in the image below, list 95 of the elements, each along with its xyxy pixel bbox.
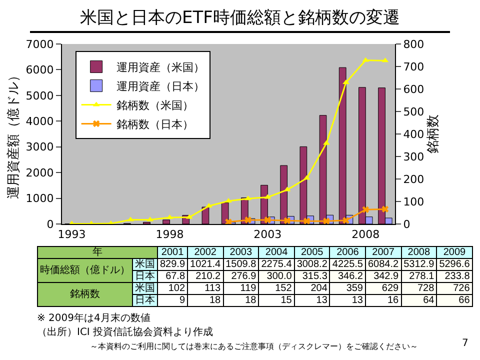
y-tick-label: 3000 [26,140,54,154]
x-tick-label: 2002 [188,246,224,258]
data-label: 9 [158,294,188,306]
data-label: 300.0 [258,270,294,282]
y-tick-label: 米国 [132,282,158,294]
legend-label: 運用資産（日本） [116,80,204,93]
data-label: 315.3 [294,270,330,282]
data-label: 204 [294,282,330,294]
y-tick-label: 米国 [132,258,158,270]
data-label: 16 [366,294,402,306]
y2-tick-label: 800 [403,38,424,51]
y-tick-label: 日本 [132,270,158,282]
text: 年 [38,246,158,258]
x-tick-label: 1998 [156,228,184,242]
x-tick-label: 2009 [436,246,472,258]
text: ～本資料のご利用に関しては巻末にあるご注意事項（ディスクレマー）をご確認ください～ [90,341,418,352]
point [362,206,370,213]
text: 銘柄数 [38,282,132,306]
text: （出所）ICI 投資信託協会資料より作成 [37,326,214,339]
data-label: 113 [188,282,224,294]
chart-title: 米国と日本のETF時価総額と銘柄数の変遷 [30,6,450,33]
data-label: 726 [436,282,472,294]
data-label: 119 [223,282,259,294]
x-tick-label: 2001 [158,246,188,258]
data-label: 5296.6 [436,258,472,270]
data-label: 4225.5 [330,258,366,270]
data-label: 2275.4 [258,258,294,270]
data-label: 346.2 [330,270,366,282]
x-tick-label: 2003 [254,228,282,242]
data-label: 15 [258,294,294,306]
point [342,79,350,84]
y2-tick-label: 0 [403,218,410,231]
x-tick-label: 2006 [330,246,366,258]
point [303,218,310,224]
point [264,216,272,224]
data-label: 13 [330,294,366,306]
text: 時価総額（億ドル） [38,258,132,282]
data-label: 102 [158,282,188,294]
data-label: 18 [223,294,259,306]
legend-label: 銘柄数（日本） [116,118,194,131]
x-tick-label: 2005 [294,246,330,258]
y2-tick-label: 200 [403,172,424,186]
data-label: 1509.8 [223,258,259,270]
y-tick-label: 7000 [26,38,54,51]
data-label: 18 [188,294,224,306]
data-label: 233.8 [436,270,472,282]
point [382,206,389,213]
y2-axis-title: 銘柄数 [426,114,441,154]
x-tick-label: 2008 [401,246,437,258]
point [244,216,252,224]
y-tick-label: 2000 [26,166,54,180]
point [284,217,291,224]
legend-label: 銘柄数（米国） [116,98,194,112]
data-label: 629 [366,282,402,294]
point [323,218,330,224]
text: 7 [462,338,468,349]
point [342,217,350,224]
text: ※ 2009年は4月末の数値 [37,312,150,325]
y-tick-label: 1000 [26,192,54,206]
data-label: 276.9 [223,270,259,282]
data-label: 13 [294,294,330,306]
x-tick-label: 2004 [258,246,294,258]
data-label: 152 [258,282,294,294]
x-tick-label: 2008 [352,228,380,242]
data-label: 5312.9 [401,258,437,270]
point [225,198,232,203]
y2-tick-label: 600 [403,82,424,96]
data-label: 67.8 [158,270,188,282]
y-tick-label: 6000 [26,64,54,77]
x-tick-label: 2003 [223,246,259,258]
data-label: 3008.2 [294,258,330,270]
data-label: 278.1 [401,270,437,282]
y-tick-label: 5000 [26,89,54,102]
y2-tick-label: 700 [403,60,424,74]
y-tick-label: 4000 [26,114,54,128]
data-label: 1021.4 [188,258,224,270]
y2-tick-label: 300 [403,150,424,164]
data-label: 64 [401,294,437,306]
y-tick-label: 0 [46,218,54,231]
x-tick-label: 1993 [58,228,86,242]
y-axis-title: 運用資産額（億ドル） [6,69,22,199]
data-label: 728 [401,282,437,294]
y2-tick-label: 500 [403,105,424,118]
y2-tick-label: 100 [403,195,424,208]
point [225,218,232,224]
data-label: 342.9 [366,270,402,282]
data-label: 6084.2 [366,258,402,270]
legend-label: 運用資産（米国） [116,60,204,74]
y2-tick-label: 400 [403,128,424,141]
y-tick-label: 日本 [132,294,158,306]
x-tick-label: 2007 [366,246,402,258]
data-label: 210.2 [188,270,224,282]
data-label: 829.9 [158,258,188,270]
data-label: 66 [436,294,472,306]
data-label: 359 [330,282,366,294]
